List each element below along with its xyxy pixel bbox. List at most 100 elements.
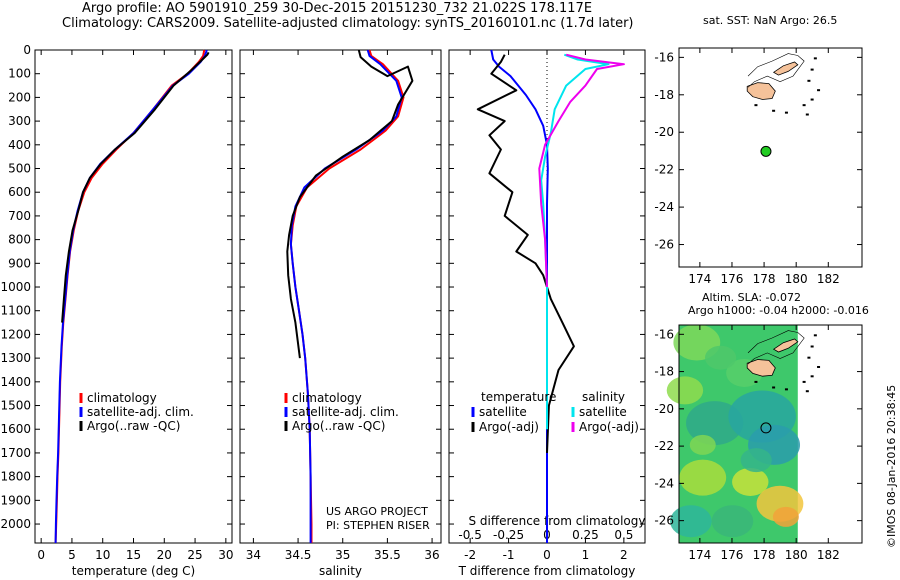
sst_map-xtick-label: 180 xyxy=(785,272,808,286)
temperature-series-satellite-adj-clim- xyxy=(54,49,208,544)
depth-tick-label: 1000 xyxy=(0,280,31,294)
temperature-series-argo-raw-qc- xyxy=(61,51,210,323)
sst-island-vanua-levu xyxy=(772,61,799,76)
salinity-legend-label: climatology xyxy=(292,391,362,405)
pi-credit: PI: STEPHEN RISER xyxy=(326,519,430,532)
sla-small-island xyxy=(810,375,814,378)
sdiff-tick-label: 0.5 xyxy=(614,528,633,542)
sla_map-ytick-label: -16 xyxy=(654,327,674,341)
sst-small-island xyxy=(772,109,776,112)
figure-title-line1: Argo profile: AO 5901910_259 30-Dec-2015… xyxy=(82,1,593,16)
sst_map-ytick-label: -20 xyxy=(654,125,674,139)
sla-small-island xyxy=(754,380,758,383)
temperature-xtick-label: 5 xyxy=(68,548,76,562)
salinity-legend-label: satellite-adj. clim. xyxy=(292,405,399,419)
sst_map-xtick-label: 174 xyxy=(688,272,711,286)
depth-tick-label: 100 xyxy=(8,67,31,81)
diff-legend-header-salinity: salinity xyxy=(582,390,625,404)
sla-field-patch xyxy=(670,505,712,538)
sla_map-float-position-marker xyxy=(760,422,772,434)
sst-small-island xyxy=(810,68,814,71)
difference-xtick-label: 1 xyxy=(582,548,590,562)
sla_map-ytick-label: -26 xyxy=(654,514,674,528)
sla_map-ytick-label: -24 xyxy=(654,476,674,490)
sla-field-patch xyxy=(689,434,716,455)
sla-small-island xyxy=(784,388,788,391)
sst-small-island xyxy=(810,98,814,101)
salinity-xtick-label: 36 xyxy=(424,548,439,562)
sst_map-frame xyxy=(678,47,863,268)
sst_map-ytick-label: -24 xyxy=(654,200,674,214)
sla-field-patch xyxy=(679,459,727,496)
depth-tick-label: 1600 xyxy=(0,422,31,436)
salinity-xtick-label: 34.5 xyxy=(285,548,312,562)
sdiff-axis-label: S difference from climatology xyxy=(469,514,646,528)
difference-xtick-label: -2 xyxy=(464,548,476,562)
depth-tick-label: 400 xyxy=(8,138,31,152)
depth-tick-label: 1200 xyxy=(0,327,31,341)
sla-field-patch xyxy=(711,505,754,538)
depth-tick-label: 1700 xyxy=(0,446,31,460)
salinity-xtick-label: 35.5 xyxy=(374,548,401,562)
sst-reef-outline xyxy=(747,53,805,88)
sla-small-island xyxy=(817,365,821,368)
sdiff-tick-label: -0.5 xyxy=(458,528,481,542)
sst-small-island xyxy=(807,79,811,82)
depth-tick-label: 800 xyxy=(8,233,31,247)
sla-field-patch xyxy=(666,376,704,405)
diff-legend-label: satellite xyxy=(579,405,627,419)
sst-small-island xyxy=(802,104,806,107)
depth-tick-label: 900 xyxy=(8,256,31,270)
diff-legend-label: satellite xyxy=(479,405,527,419)
sst-small-island xyxy=(805,113,809,116)
sst_map-xtick-label: 178 xyxy=(753,272,776,286)
sla-island-viti-levu xyxy=(746,359,776,377)
depth-tick-label: 1500 xyxy=(0,399,31,413)
sla_map-ytick-label: -22 xyxy=(654,439,674,453)
sdiff-tick-label: 0.25 xyxy=(572,528,599,542)
sla-field-patch xyxy=(704,345,737,370)
sst_map-float-position-marker xyxy=(760,145,772,157)
sst-small-island xyxy=(817,89,821,92)
sst_map-ytick-label: -22 xyxy=(654,163,674,177)
diff-legend-label: Argo(-adj) xyxy=(479,420,539,434)
sla_map-xtick-label: 174 xyxy=(688,548,711,562)
sla_map-xtick-label: 182 xyxy=(817,548,840,562)
salinity-axes-frame xyxy=(239,49,442,544)
salinity-series-climatology xyxy=(289,49,405,543)
salinity-legend-label: Argo(..raw -QC) xyxy=(292,419,385,433)
project-credit: US ARGO PROJECT xyxy=(326,505,428,518)
temperature-xtick-label: 20 xyxy=(157,548,172,562)
sla-field-patch xyxy=(732,467,769,496)
difference-series-satellite xyxy=(490,49,549,543)
sla_map-ytick-label: -20 xyxy=(654,402,674,416)
temperature-xtick-label: 10 xyxy=(95,548,110,562)
salinity-xtick-label: 35 xyxy=(335,548,350,562)
sla-small-island xyxy=(802,380,806,383)
sst-small-island xyxy=(754,104,758,107)
sst-small-island xyxy=(813,57,817,60)
temperature-xtick-label: 30 xyxy=(218,548,233,562)
sdiff-tick-label: -0.25 xyxy=(493,528,524,542)
depth-tick-label: 600 xyxy=(8,185,31,199)
sla-small-island xyxy=(772,386,776,389)
sla-field-patch xyxy=(772,506,799,527)
depth-tick-label: 300 xyxy=(8,114,31,128)
sla-map-title: Altim. SLA: -0.072 xyxy=(702,291,802,304)
depth-tick-label: 700 xyxy=(8,209,31,223)
sla-small-island xyxy=(810,345,814,348)
sst_map-ytick-label: -18 xyxy=(654,88,674,102)
temperature-legend-label: Argo(..raw -QC) xyxy=(87,419,180,433)
diff-legend-header-temperature: temperature xyxy=(481,390,556,404)
depth-tick-label: 1100 xyxy=(0,304,31,318)
difference-series-satellite xyxy=(540,53,610,430)
sst_map-xtick-label: 182 xyxy=(817,272,840,286)
diff-legend-label: Argo(-adj) xyxy=(579,420,639,434)
difference-series-argo-adj- xyxy=(538,53,625,288)
difference-xtick-label: -1 xyxy=(503,548,515,562)
sla-island-vanua-levu xyxy=(772,338,799,353)
salinity-series-satellite-adj-clim- xyxy=(289,49,403,543)
depth-tick-label: 2000 xyxy=(0,517,31,531)
sla-field-patch xyxy=(740,448,772,473)
difference-xlabel: T difference from climatology xyxy=(458,564,636,578)
